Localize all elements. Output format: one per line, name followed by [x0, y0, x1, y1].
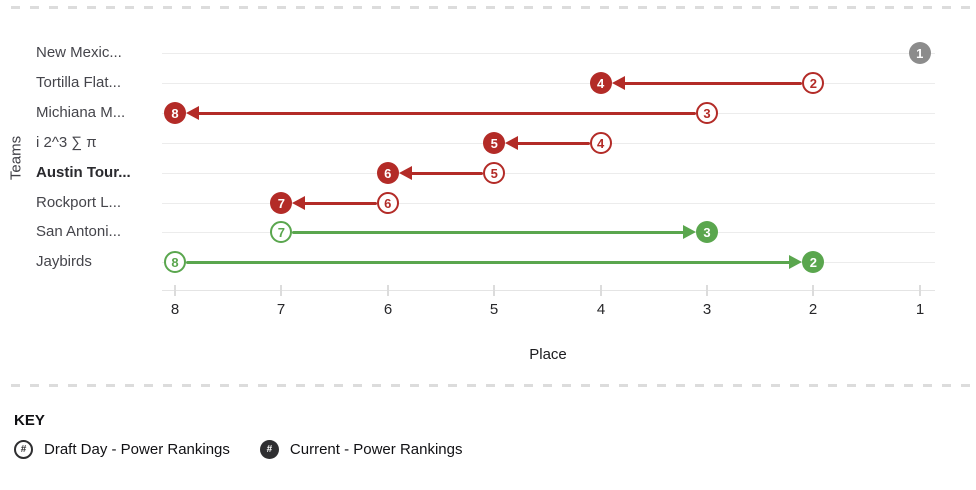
legend: # Draft Day - Power Rankings # Current -…	[14, 440, 462, 459]
trend-arrowhead	[292, 196, 306, 210]
x-tick	[600, 285, 602, 296]
gridline	[162, 173, 935, 174]
current-marker[interactable]: 7	[270, 192, 293, 214]
draft-marker[interactable]: 3	[696, 102, 718, 124]
x-tick	[280, 285, 282, 296]
draft-marker[interactable]: 2	[802, 72, 825, 94]
team-label: i 2^3 ∑ π	[36, 134, 97, 151]
trend-line	[292, 231, 686, 234]
x-tick-label: 7	[276, 301, 286, 318]
trend-line	[515, 142, 590, 145]
x-tick	[387, 285, 389, 296]
y-axis-title: Teams	[7, 135, 25, 181]
x-tick	[812, 285, 814, 296]
legend-item-current: # Current - Power Rankings	[259, 440, 463, 459]
trend-arrowhead	[505, 136, 519, 150]
gridline	[162, 203, 935, 204]
current-marker[interactable]: 4	[589, 72, 612, 94]
hash-open-circle-icon: #	[14, 440, 33, 459]
x-tick	[174, 285, 176, 296]
current-marker[interactable]: 5	[483, 132, 506, 154]
current-marker[interactable]: 8	[164, 102, 186, 124]
current-marker[interactable]: 2	[802, 251, 825, 273]
draft-marker[interactable]: 6	[376, 192, 399, 214]
team-label: Michiana M...	[36, 104, 126, 121]
bottom-divider	[11, 384, 976, 387]
team-label: Jaybirds	[36, 253, 92, 270]
x-tick-label: 3	[702, 301, 712, 318]
x-tick-label: 6	[383, 301, 393, 318]
current-marker[interactable]: 1	[908, 42, 931, 64]
team-label: Tortilla Flat...	[36, 74, 122, 91]
current-marker[interactable]: 6	[376, 162, 399, 184]
draft-marker[interactable]: 5	[483, 162, 506, 184]
x-tick-label: 1	[915, 301, 925, 318]
team-label: New Mexic...	[36, 44, 122, 61]
gridline	[162, 53, 935, 54]
draft-marker[interactable]: 4	[589, 132, 612, 154]
legend-label: Current - Power Rankings	[289, 441, 463, 458]
trend-arrowhead	[789, 255, 803, 269]
x-tick	[706, 285, 708, 296]
hash-filled-circle-icon: #	[259, 440, 279, 459]
team-label: Rockport L...	[36, 194, 122, 211]
gridline	[162, 83, 935, 84]
x-tick	[493, 285, 495, 296]
x-axis-line	[162, 290, 935, 291]
trend-line	[186, 261, 793, 264]
x-tick-label: 8	[170, 301, 180, 318]
trend-arrowhead	[611, 76, 625, 90]
legend-item-draft-day: # Draft Day - Power Rankings	[14, 440, 230, 459]
team-label: Austin Tour...	[36, 164, 131, 181]
trend-line	[196, 112, 696, 115]
x-tick	[919, 285, 921, 296]
trend-line	[621, 82, 803, 85]
draft-marker[interactable]: 7	[270, 221, 293, 243]
current-marker[interactable]: 3	[696, 221, 718, 243]
key-title: KEY	[14, 412, 45, 429]
legend-label: Draft Day - Power Rankings	[44, 441, 230, 458]
trend-line	[408, 172, 484, 175]
trend-arrowhead	[398, 166, 412, 180]
top-divider	[11, 6, 976, 9]
draft-marker[interactable]: 8	[164, 251, 186, 273]
trend-arrowhead	[683, 225, 696, 239]
team-label: San Antoni...	[36, 223, 122, 240]
x-tick-label: 5	[489, 301, 499, 318]
x-axis-title: Place	[529, 346, 567, 363]
x-tick-label: 2	[808, 301, 818, 318]
trend-arrowhead	[186, 106, 199, 120]
x-tick-label: 4	[596, 301, 606, 318]
trend-line	[302, 202, 377, 205]
